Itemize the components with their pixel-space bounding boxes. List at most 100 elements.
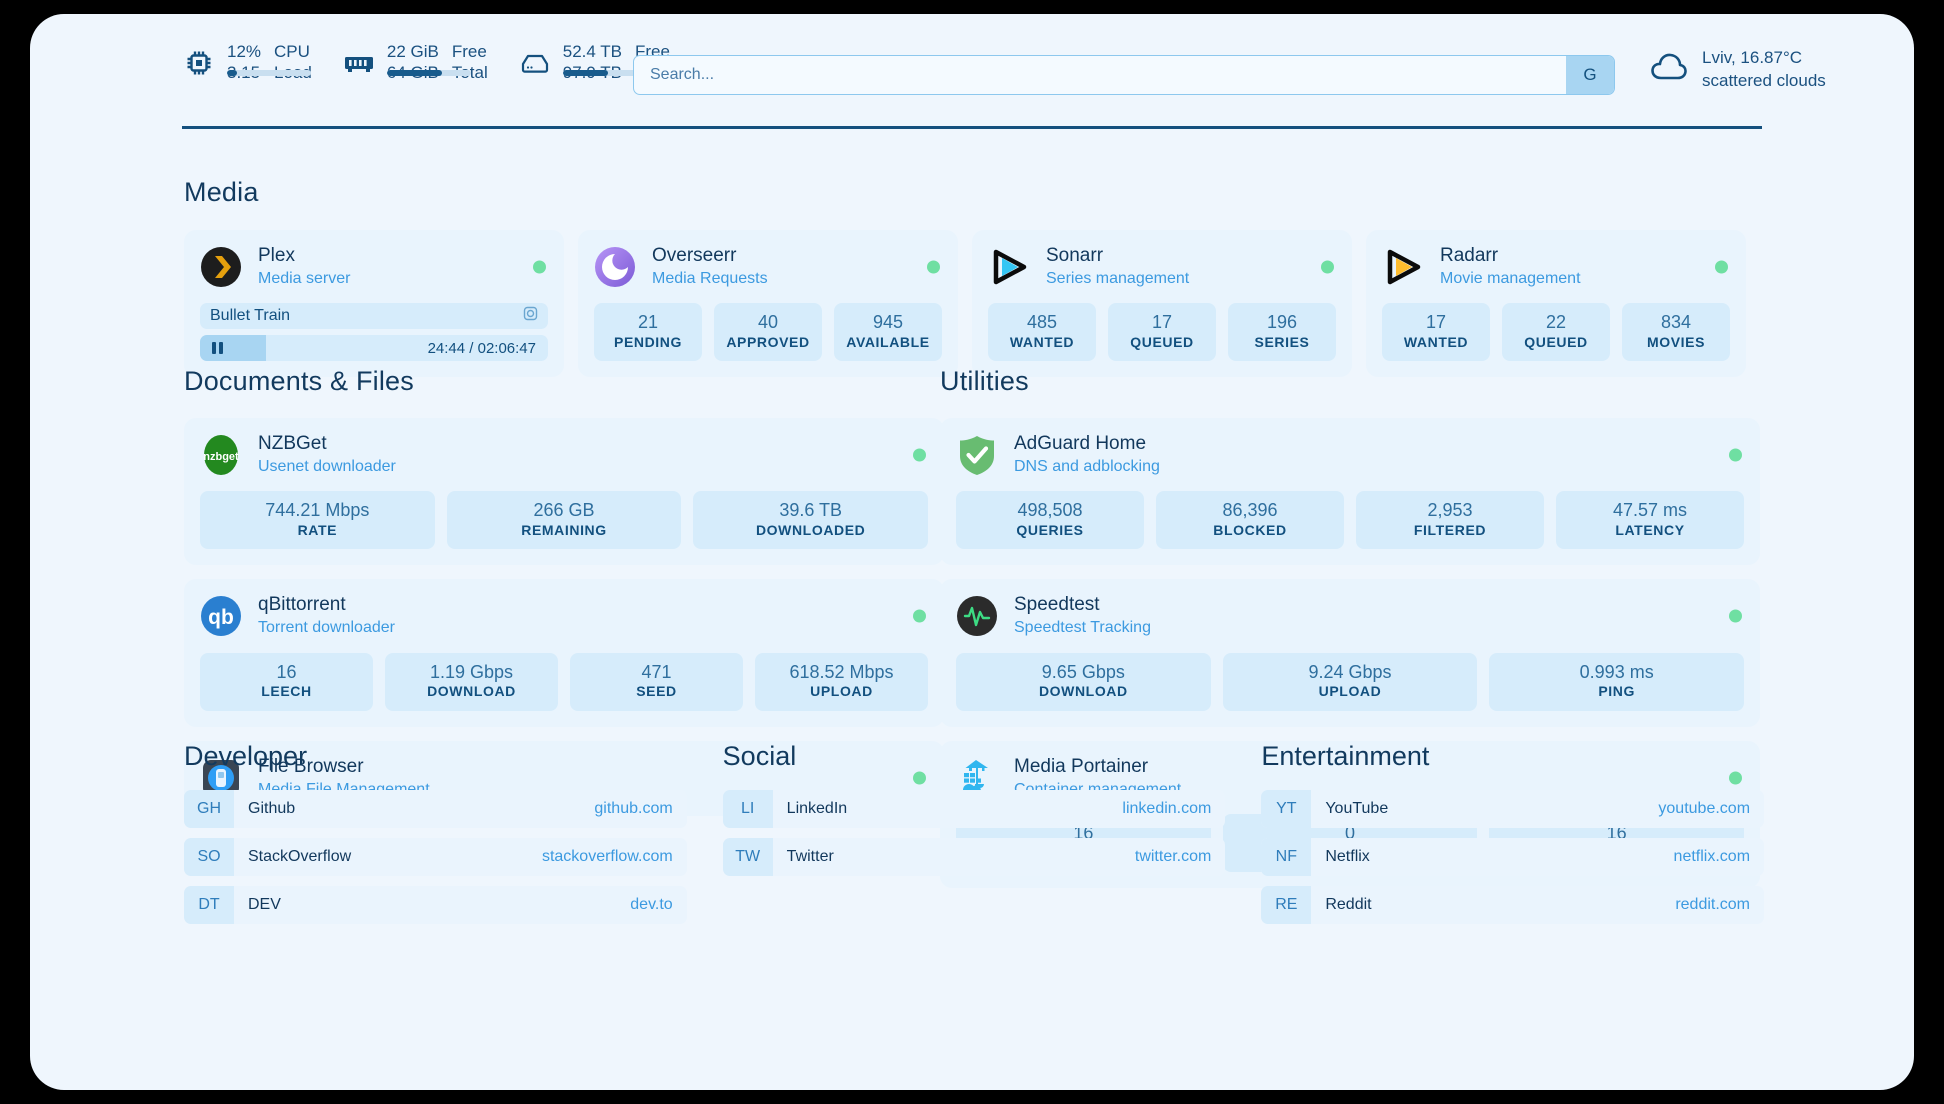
service-card-plex[interactable]: Plex Media server Bullet Train 24:44 / 02:0… [184,230,564,378]
service-card-adguard-home[interactable]: AdGuard Home DNS and adblocking 498,508 QUE… [940,418,1760,566]
stat-value: 196 [1266,312,1298,333]
top-bar: 12%3.15CPULoad 22 GiB64 GiBFreeTotal 52.4 … [30,14,1914,126]
card-header: Overseerr Media Requests [594,244,942,289]
stat-tile-upload[interactable]: 618.52 Mbps UPLOAD [755,652,928,711]
search-engine-button[interactable]: G [1566,56,1614,94]
stat-label: DOWNLOADED [755,521,866,538]
stat-tile-pending[interactable]: 21 PENDING [594,303,702,362]
weather-widget: Lviv, 16.87°C scattered clouds [1650,47,1826,93]
stat-label: UPLOAD [1318,683,1382,700]
bookmark-url: twitter.com [1134,848,1212,865]
search-input[interactable] [634,56,1566,94]
sonarr-icon [988,246,1030,288]
stat-value: 47.57 ms [1612,500,1688,521]
service-card-qbittorrent[interactable]: qb qBittorrent Torrent downloader 16 LEECH 1.… [184,579,944,727]
service-card-nzbget[interactable]: nzbget NZBGet Usenet downloader 744.21 Mbps… [184,418,944,566]
stat-tile-queued[interactable]: 22 QUEUED [1502,303,1610,362]
bookmark-link-reddit[interactable]: RE Reddit reddit.com [1261,886,1765,924]
stat-value: 21 [637,312,659,333]
bookmark-url: linkedin.com [1122,800,1212,817]
bookmark-group-social: Social LI LinkedIn linkedin.com TW Twitter twi… [722,741,1226,934]
stat-value: 0.993 ms [1579,661,1654,682]
stat-label: RATE [297,521,338,538]
stat-tile-leech[interactable]: 16 LEECH [200,652,373,711]
bookmark-link-stackoverflow[interactable]: SO StackOverflow stackoverflow.com [184,838,687,876]
metric-value-primary: 12% [227,42,262,62]
disk-icon [518,46,552,80]
bookmark-link-netflix[interactable]: NF Netflix netflix.com [1261,838,1765,876]
plex-icon [200,246,242,288]
stat-tile-wanted[interactable]: 485 WANTED [988,303,1096,362]
stat-tile-wanted[interactable]: 17 WANTED [1382,303,1490,362]
status-indicator [927,260,940,274]
adguard-icon [956,434,998,476]
now-playing-progress[interactable]: 24:44 / 02:06:47 [200,335,548,362]
radarr-icon [1382,246,1424,288]
status-indicator [1729,771,1742,785]
stat-tiles: 498,508 QUERIES 86,396 BLOCKED 2,953 FILTERED… [956,491,1744,550]
service-subtitle: Media Requests [652,269,768,287]
stat-tile-series[interactable]: 196 SERIES [1228,303,1336,362]
pause-icon[interactable] [212,342,223,355]
cast-icon[interactable] [523,306,538,326]
service-card-overseerr[interactable]: Overseerr Media Requests 21 PENDING 40 APPROV… [578,230,958,378]
filebrowser-icon [200,757,242,799]
bookmark-link-linkedin[interactable]: LI LinkedIn linkedin.com [722,790,1226,828]
search-bar[interactable]: G [633,55,1615,95]
stat-value: 744.21 Mbps [265,500,370,521]
documents-cards: nzbget NZBGet Usenet downloader 744.21 Mbps… [184,418,944,817]
stat-tile-queries[interactable]: 498,508 QUERIES [956,491,1144,550]
service-subtitle: Media server [258,269,351,287]
stat-tile-downloaded[interactable]: 39.6 TB DOWNLOADED [693,491,929,550]
stat-tile-filtered[interactable]: 2,953 FILTERED [1356,491,1544,550]
stat-tile-seed[interactable]: 471 SEED [570,652,743,711]
bookmark-link-github[interactable]: GH Github github.com [184,790,687,828]
service-card-radarr[interactable]: Radarr Movie management 17 WANTED 22 QUEUED 83… [1366,230,1746,378]
stat-tiles: 21 PENDING 40 APPROVED 945 AVAILABLE [594,303,942,362]
bookmark-name: YouTube [1325,800,1389,817]
now-playing-title: Bullet Train [210,307,291,325]
stat-label: DOWNLOAD [427,683,516,700]
stat-tile-latency[interactable]: 47.57 ms LATENCY [1556,491,1744,550]
service-subtitle: DNS and adblocking [1014,457,1160,475]
stat-label: QUEUED [1524,333,1588,350]
stat-tile-download[interactable]: 9.65 Gbps DOWNLOAD [956,652,1211,711]
service-name: File Browser [258,755,364,777]
stat-tile-blocked[interactable]: 86,396 BLOCKED [1156,491,1344,550]
media-cards: Plex Media server Bullet Train 24:44 / 02:0… [184,230,1760,378]
stat-value: 86,396 [1222,500,1278,521]
stat-tile-rate[interactable]: 744.21 Mbps RATE [200,491,435,550]
stat-value: 9.65 Gbps [1041,661,1125,682]
dashboard-frame: 12%3.15CPULoad 22 GiB64 GiBFreeTotal 52.4 … [30,14,1914,1090]
stat-tile-queued[interactable]: 17 QUEUED [1108,303,1216,362]
metric-progress-bar [227,69,311,76]
stat-value: 17 [1151,312,1173,333]
stat-tile-remaining[interactable]: 266 GB REMAINING [446,491,682,550]
stat-label: REMAINING [521,521,607,538]
stat-tile-approved[interactable]: 40 APPROVED [714,303,822,362]
service-name: Sonarr [1046,245,1104,266]
bookmark-abbr: YT [1261,790,1312,828]
now-playing-title-bar: Bullet Train [200,303,548,330]
stat-tile-available[interactable]: 945 AVAILABLE [834,303,942,362]
stat-tile-movies[interactable]: 834 MOVIES [1622,303,1730,362]
service-name: AdGuard Home [1014,433,1147,454]
stat-tiles: 744.21 Mbps RATE 266 GB REMAINING 39.6 TB DOW… [200,491,929,550]
bookmark-abbr: NF [1261,838,1312,876]
bookmark-link-youtube[interactable]: YT YouTube youtube.com [1261,790,1765,828]
service-card-speedtest[interactable]: Speedtest Speedtest Tracking 9.65 Gbps DOWN… [940,579,1760,727]
bookmark-group-developer: Developer GH Github github.com SO StackOverfl… [184,741,687,934]
stat-tile-download[interactable]: 1.19 Gbps DOWNLOAD [385,652,558,711]
bookmark-abbr: TW [722,838,773,876]
bookmark-link-dev[interactable]: DT DEV dev.to [184,886,687,924]
stat-label: QUEUED [1130,333,1194,350]
bookmark-link-twitter[interactable]: TW Twitter twitter.com [722,838,1226,876]
stat-label: QUERIES [1016,521,1084,538]
metric-value-primary: 22 GiB [386,42,439,62]
service-card-sonarr[interactable]: Sonarr Series management 485 WANTED 17 QUEUED… [972,230,1352,378]
stat-tile-ping[interactable]: 0.993 ms PING [1489,652,1745,711]
bookmark-url: dev.to [630,896,673,913]
status-indicator [913,771,926,785]
service-subtitle: Torrent downloader [258,619,395,637]
stat-tile-upload[interactable]: 9.24 Gbps UPLOAD [1222,652,1478,711]
